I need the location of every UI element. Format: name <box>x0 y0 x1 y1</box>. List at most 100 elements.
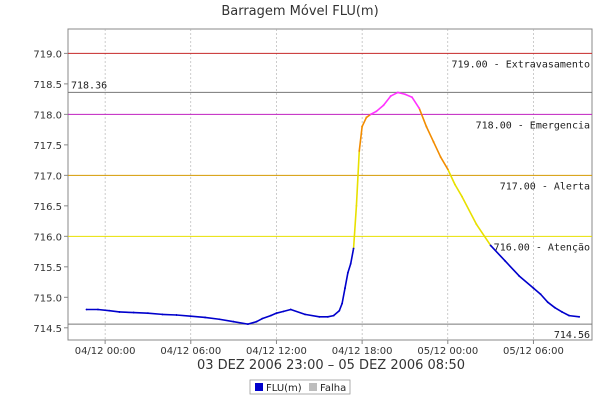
series-segment <box>397 91 406 96</box>
series-segment <box>255 317 263 323</box>
series-segment <box>338 302 343 312</box>
data-point <box>97 308 99 311</box>
series-segment <box>132 311 149 314</box>
y-tick-label: 715.5 <box>33 263 62 274</box>
data-point <box>275 312 278 315</box>
y-tick-label: 716.5 <box>33 202 62 213</box>
data-point <box>489 244 492 247</box>
series-segment <box>327 314 335 318</box>
series-segment <box>189 315 206 319</box>
series-segment <box>425 125 435 143</box>
data-point <box>147 312 149 315</box>
series-segment <box>432 141 442 158</box>
series-segment <box>361 116 368 128</box>
series-segment <box>454 183 463 198</box>
series-segment <box>218 318 235 323</box>
data-point <box>289 308 292 311</box>
data-point <box>108 309 111 312</box>
data-point <box>218 318 221 321</box>
data-point <box>338 309 341 312</box>
series-segment <box>568 314 580 318</box>
series-segment <box>275 310 285 314</box>
series-segment <box>289 308 306 316</box>
data-point <box>332 314 335 317</box>
series-segment <box>175 314 192 318</box>
data-point <box>118 311 121 313</box>
data-point <box>175 314 178 316</box>
legend-swatch <box>309 383 317 391</box>
series-segment <box>269 312 278 317</box>
series-segment <box>352 205 358 250</box>
data-point <box>568 314 571 317</box>
data-point <box>539 293 542 296</box>
data-point <box>189 315 192 318</box>
x-tick-label: 04/12 12:00 <box>246 346 307 357</box>
threshold-label: 718.00 - Emergencia <box>476 120 590 131</box>
series-segment <box>261 314 272 320</box>
series-segment <box>546 301 556 309</box>
series-segment <box>282 308 292 313</box>
series-segment <box>304 313 321 318</box>
y-tick-label: 718.5 <box>33 80 62 91</box>
series-segment <box>347 262 352 274</box>
data-point <box>344 287 346 290</box>
data-point <box>232 320 235 323</box>
data-point <box>382 104 385 107</box>
plot-background <box>67 28 593 341</box>
data-point <box>425 125 428 128</box>
series-segment <box>539 293 549 303</box>
data-point <box>318 315 321 318</box>
max-marker-label: 718.36 <box>71 80 107 91</box>
series-segment <box>147 312 164 316</box>
series-segment <box>369 110 378 116</box>
series-segment <box>475 223 492 247</box>
series-segment <box>389 91 399 97</box>
data-point <box>389 95 392 97</box>
series-segment <box>344 272 349 289</box>
data-point <box>553 306 556 309</box>
series-segment <box>204 316 221 321</box>
series-segment <box>489 244 506 262</box>
data-point <box>446 168 449 171</box>
plot-area: 714.5 715.0 715.5 716.0 716.5 717.0 717.5 718.0… <box>33 28 593 357</box>
series-segment <box>518 275 535 289</box>
data-point <box>132 311 135 314</box>
data-point <box>352 247 355 250</box>
series-segment <box>118 311 135 314</box>
data-point <box>361 125 364 128</box>
data-point <box>255 320 258 323</box>
data-point <box>532 287 535 290</box>
series-segment <box>554 306 563 313</box>
x-tick-label: 04/12 00:00 <box>75 346 136 357</box>
series-segment <box>382 95 392 107</box>
threshold-label: 719.00 - Extravasamento <box>452 59 590 70</box>
data-point <box>204 316 206 319</box>
data-point <box>432 140 435 143</box>
series-segment <box>375 104 385 113</box>
data-point <box>261 317 264 320</box>
threshold-label: 716.00 - Atenção <box>494 242 590 253</box>
chart-title: Barragem Móvel FLU(m) <box>221 4 378 19</box>
data-point <box>346 272 349 274</box>
series-segment <box>349 247 355 265</box>
data-point <box>418 107 421 110</box>
series-segment <box>247 320 258 325</box>
time-range-label: 03 DEZ 2006 23:00 – 05 DEZ 2006 08:50 <box>197 358 465 373</box>
data-point <box>561 311 563 313</box>
data-point <box>504 259 506 262</box>
y-tick-label: 717.0 <box>33 171 62 182</box>
series-segment <box>439 156 449 171</box>
series-segment <box>358 125 363 152</box>
x-tick-label: 05/12 06:00 <box>503 346 564 357</box>
data-point <box>355 204 358 207</box>
legend-label: FLU(m) <box>266 383 302 394</box>
series-segment <box>532 287 542 296</box>
data-point <box>282 310 285 313</box>
series-segment <box>355 150 361 207</box>
data-point <box>411 96 413 99</box>
data-point <box>326 315 329 318</box>
y-tick-label: 718.0 <box>33 110 62 121</box>
y-tick-label: 717.5 <box>33 141 62 152</box>
data-point <box>461 195 463 198</box>
